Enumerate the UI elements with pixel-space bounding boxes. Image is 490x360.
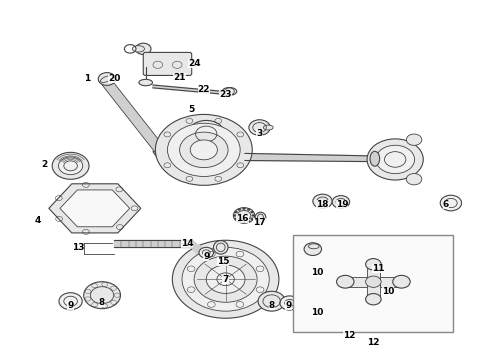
Text: 8: 8 xyxy=(99,298,105,307)
Text: 20: 20 xyxy=(108,75,121,84)
Text: 6: 6 xyxy=(443,200,449,209)
Circle shape xyxy=(243,208,245,210)
Text: 5: 5 xyxy=(189,105,195,114)
Circle shape xyxy=(252,215,255,216)
Circle shape xyxy=(313,194,332,208)
Circle shape xyxy=(233,215,236,216)
Circle shape xyxy=(188,121,224,147)
Polygon shape xyxy=(245,153,371,162)
Text: 1: 1 xyxy=(84,75,91,84)
Circle shape xyxy=(367,139,423,180)
Text: 10: 10 xyxy=(312,309,324,318)
Circle shape xyxy=(393,275,410,288)
Text: 9: 9 xyxy=(68,301,74,310)
Circle shape xyxy=(155,114,252,185)
Text: 23: 23 xyxy=(220,90,232,99)
Circle shape xyxy=(280,296,299,310)
Circle shape xyxy=(84,282,121,309)
Ellipse shape xyxy=(214,240,228,254)
Circle shape xyxy=(304,243,321,256)
Text: 4: 4 xyxy=(34,216,41,225)
FancyBboxPatch shape xyxy=(143,53,192,76)
Ellipse shape xyxy=(132,46,145,52)
Circle shape xyxy=(52,152,89,179)
Text: 14: 14 xyxy=(180,239,193,248)
Circle shape xyxy=(250,211,253,213)
Circle shape xyxy=(250,218,253,220)
Text: 2: 2 xyxy=(41,159,47,168)
Text: 12: 12 xyxy=(367,338,380,347)
Circle shape xyxy=(238,220,241,222)
Circle shape xyxy=(190,140,218,160)
Text: 12: 12 xyxy=(343,332,355,341)
Text: 17: 17 xyxy=(253,218,266,227)
Text: 19: 19 xyxy=(336,200,348,209)
Ellipse shape xyxy=(309,244,319,249)
Ellipse shape xyxy=(139,79,152,86)
Text: 18: 18 xyxy=(316,200,329,209)
Circle shape xyxy=(440,195,462,211)
Circle shape xyxy=(366,293,381,305)
Text: 16: 16 xyxy=(236,215,249,224)
Ellipse shape xyxy=(222,87,237,95)
Circle shape xyxy=(180,132,228,168)
Circle shape xyxy=(233,208,255,223)
Circle shape xyxy=(247,208,250,211)
Circle shape xyxy=(235,211,238,213)
Circle shape xyxy=(258,291,285,311)
Circle shape xyxy=(366,276,381,287)
Polygon shape xyxy=(345,277,401,287)
Polygon shape xyxy=(102,80,168,156)
Text: 24: 24 xyxy=(188,59,200,68)
Polygon shape xyxy=(192,240,225,294)
Circle shape xyxy=(182,247,269,311)
Ellipse shape xyxy=(370,151,380,166)
Text: 3: 3 xyxy=(256,130,263,139)
Circle shape xyxy=(59,293,82,310)
Circle shape xyxy=(199,247,214,258)
Text: 9: 9 xyxy=(203,252,209,261)
Polygon shape xyxy=(153,85,223,94)
Circle shape xyxy=(406,134,422,145)
Circle shape xyxy=(58,157,83,175)
Circle shape xyxy=(337,275,354,288)
Text: 7: 7 xyxy=(222,275,229,284)
Polygon shape xyxy=(367,264,380,299)
Circle shape xyxy=(406,174,422,185)
Text: 9: 9 xyxy=(285,301,292,310)
Text: 22: 22 xyxy=(197,85,210,94)
Text: 10: 10 xyxy=(312,267,324,276)
Text: 10: 10 xyxy=(382,287,394,296)
Text: 13: 13 xyxy=(72,243,84,252)
Circle shape xyxy=(98,73,116,85)
Text: 11: 11 xyxy=(372,264,385,273)
Circle shape xyxy=(136,43,151,54)
Circle shape xyxy=(194,256,257,302)
Polygon shape xyxy=(114,240,192,247)
Circle shape xyxy=(366,258,381,270)
Text: 21: 21 xyxy=(173,73,186,82)
Text: 15: 15 xyxy=(217,257,229,266)
Ellipse shape xyxy=(100,76,114,82)
Ellipse shape xyxy=(264,125,273,130)
Polygon shape xyxy=(60,190,130,227)
Circle shape xyxy=(238,208,241,211)
Circle shape xyxy=(376,145,415,174)
Ellipse shape xyxy=(255,212,266,222)
Polygon shape xyxy=(153,125,245,181)
Text: 8: 8 xyxy=(269,301,275,310)
Circle shape xyxy=(172,240,279,318)
Circle shape xyxy=(249,120,270,135)
Circle shape xyxy=(168,123,240,176)
Bar xyxy=(294,235,453,332)
Polygon shape xyxy=(49,184,141,233)
Circle shape xyxy=(332,195,350,208)
Circle shape xyxy=(235,218,238,220)
Circle shape xyxy=(243,221,245,223)
Circle shape xyxy=(247,220,250,222)
Circle shape xyxy=(206,265,245,293)
